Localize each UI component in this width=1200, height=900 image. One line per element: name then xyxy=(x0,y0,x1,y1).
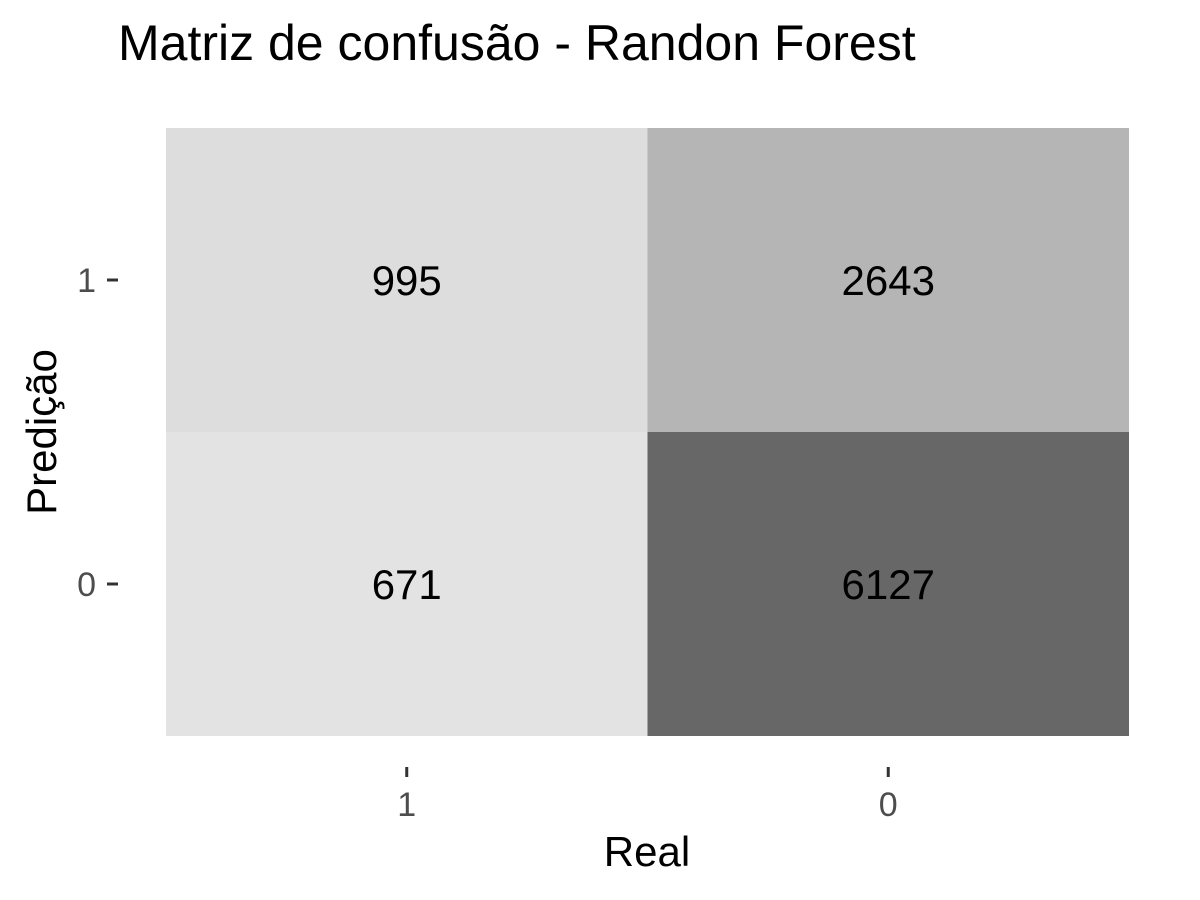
cell-value-label: 671 xyxy=(372,561,442,608)
heatmap-cell xyxy=(166,432,648,736)
y-axis-title: Predição xyxy=(18,349,65,515)
heatmap-cell xyxy=(647,128,1129,432)
heatmap-cell xyxy=(647,432,1129,736)
x-tick-label: 0 xyxy=(879,786,898,824)
cell-value-label: 6127 xyxy=(842,561,935,608)
x-tick-label: 1 xyxy=(397,786,416,824)
heatmap-cell xyxy=(166,128,648,432)
cell-value-label: 995 xyxy=(372,257,442,304)
y-tick-label: 1 xyxy=(77,262,96,300)
chart-title: Matriz de confusão - Randon Forest xyxy=(118,15,916,71)
y-tick-label: 0 xyxy=(77,566,96,604)
x-axis-title: Real xyxy=(603,828,691,875)
cell-value-label: 2643 xyxy=(842,257,935,304)
